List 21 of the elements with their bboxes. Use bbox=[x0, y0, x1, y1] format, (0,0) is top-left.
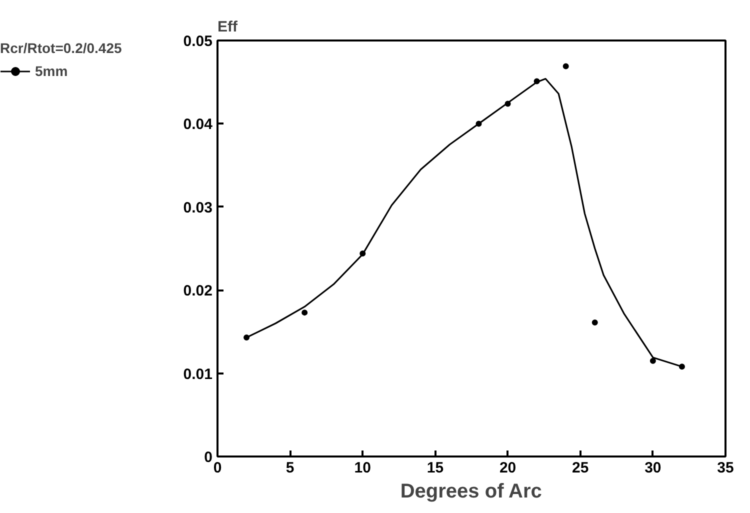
point bbox=[592, 320, 598, 326]
x-tick-label: 15 bbox=[426, 460, 444, 476]
x-tick-label: 35 bbox=[717, 460, 734, 476]
y-tick-label: 0.01 bbox=[183, 366, 213, 383]
point bbox=[562, 63, 569, 70]
x-tick-label: 20 bbox=[499, 460, 516, 476]
legend-label: 5mm bbox=[35, 63, 68, 79]
x-tick-label: 25 bbox=[572, 460, 589, 476]
x-tick-label: 10 bbox=[354, 460, 371, 476]
point bbox=[302, 310, 308, 316]
point bbox=[650, 358, 656, 364]
y-tick-label: 0.05 bbox=[183, 33, 213, 50]
y-tick-label: 0 bbox=[204, 449, 212, 466]
x-axis-title: Degrees of Arc bbox=[400, 480, 542, 502]
legend-title: Rcr/Rtot=0.2/0.425 bbox=[0, 40, 122, 56]
y-tick-label: 0.03 bbox=[183, 199, 213, 216]
y-tick-label: 0.02 bbox=[183, 282, 213, 300]
y-axis-title: Eff bbox=[218, 18, 238, 36]
x-tick-label: 5 bbox=[286, 460, 294, 476]
x-tick-label: 30 bbox=[644, 460, 662, 476]
y-tick-label: 0.04 bbox=[183, 116, 214, 134]
